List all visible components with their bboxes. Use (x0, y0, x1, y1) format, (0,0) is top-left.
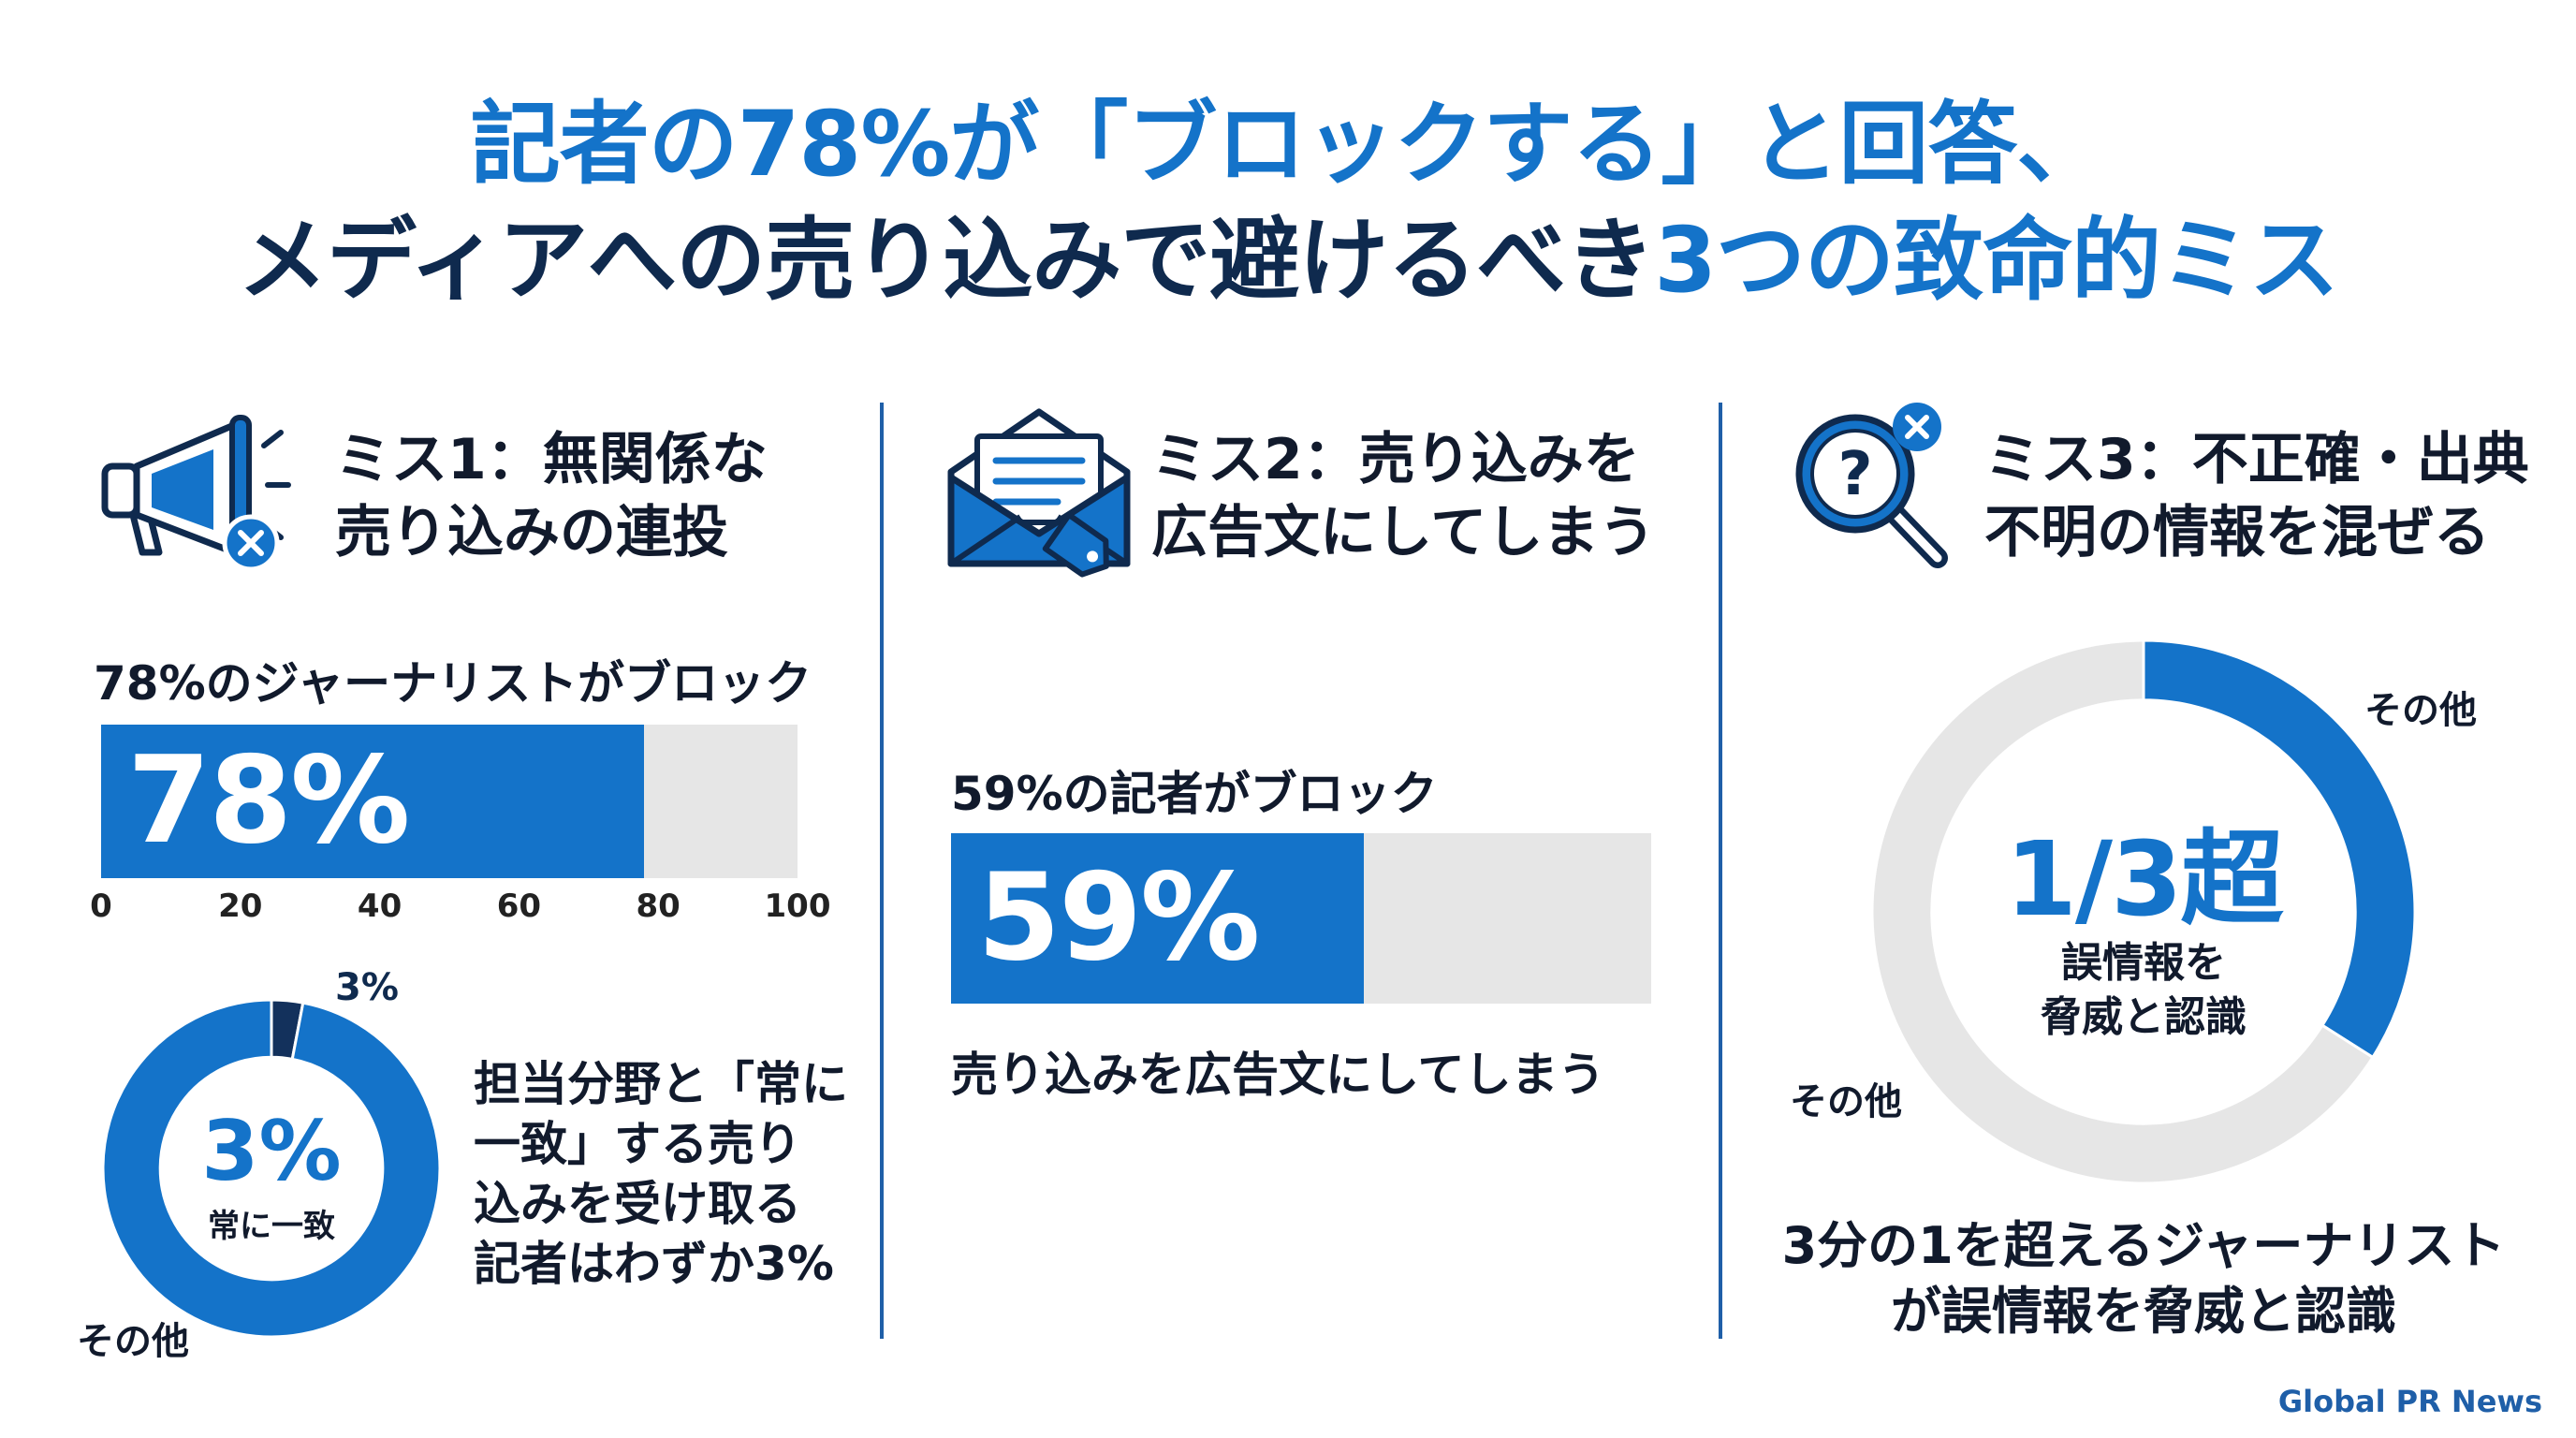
column-divider (880, 403, 884, 1339)
mistake1-title: ミス1：無関係な 売り込みの連投 (335, 427, 768, 565)
mistake2-bar-fill (951, 833, 1365, 1004)
x-tick-label: 80 (636, 888, 681, 925)
donut3-slice-misinformation (2142, 638, 2417, 1060)
mistake2-bar-track: 59% (951, 833, 1651, 1004)
mistake1-bar-track: 78% (101, 725, 798, 878)
megaphone-icon (94, 412, 309, 580)
mistake3-donut-label-left: その他 (1790, 1080, 1902, 1123)
mistake1-axis: 0 20 40 60 80 100 (90, 888, 830, 925)
mistake3-caption: 3分の1を超えるジャーナリスト が誤情報を脅威と認識 (1781, 1216, 2506, 1341)
mistake2-bar-caption: 売り込みを広告文にしてしまう (951, 1048, 1605, 1102)
mistake3-donut: 1/3超 誤情報を 脅威と認識 (1870, 638, 2417, 1185)
x-tick-label: 60 (496, 888, 542, 925)
x-tick-label: 20 (218, 888, 263, 925)
mistake3-title: ミス3：不正確・出典 不明の情報を混ぜる (1984, 427, 2529, 565)
mistake1-bar-fill (101, 725, 645, 878)
donut1-slice-other (101, 998, 442, 1339)
magnifier-question-icon: ? (1788, 403, 1966, 580)
page-title-line2-part1: メディアへの売り込みで避けるべき (237, 208, 1655, 313)
mistake1-donut: 3% 常に一致 (101, 998, 442, 1339)
page-title-line2: メディアへの売り込みで避けるべき3つの致命的ミス (0, 215, 2576, 305)
envelope-tag-icon (945, 403, 1133, 580)
mistake3-donut-label-top: その他 (2364, 689, 2477, 732)
x-tick-label: 100 (764, 888, 831, 925)
mistake3-donut-center-value: 1/3超 (2005, 819, 2283, 939)
mistake1-donut-other-label: その他 (77, 1320, 189, 1363)
donut3-slice-other (1870, 638, 2375, 1185)
x-tick-label: 40 (357, 888, 402, 925)
mistake2-bar-value: 59% (977, 848, 1260, 988)
mistake3-donut-center-label: 誤情報を 脅威と認識 (2041, 939, 2247, 1041)
column-divider (1719, 403, 1722, 1339)
mistake1-donut-caption: 担当分野と「常に 一致」する売り 込みを受け取る 記者はわずか3% (474, 1057, 848, 1291)
mistake1-donut-slice-label: 3% (335, 966, 399, 1009)
mistake2-title: ミス2：売り込みを 広告文にしてしまう (1151, 427, 1656, 565)
mistake2-bar-label: 59%の記者がブロック (951, 767, 1438, 821)
page-title-line2-highlight: 3つの致命的ミス (1654, 208, 2339, 313)
svg-text:?: ? (1837, 440, 1872, 509)
footer-brand: Global PR News (2277, 1384, 2542, 1419)
mistake1-bar-value: 78% (127, 731, 410, 871)
mistake1-donut-center-label: 常に一致 (208, 1208, 335, 1245)
page-title-line1: 記者の78%が「ブロックする」と回答、 (470, 92, 2107, 197)
x-tick-label: 0 (90, 888, 112, 925)
mistake1-bar-label: 78%のジャーナリストがブロック (94, 656, 812, 711)
mistake1-donut-center-value: 3% (201, 1103, 342, 1199)
